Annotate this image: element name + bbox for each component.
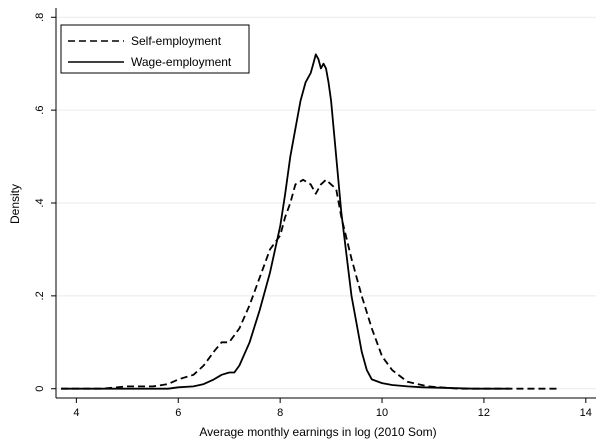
legend-box [60,24,250,74]
x-tick-label: 12 [478,407,490,419]
y-tick-label: .2 [34,291,46,300]
series-lines [61,53,561,390]
tick-marks: 0 .2 .4 .6 .8 4 6 8 10 12 14 [34,13,592,419]
x-axis-label: Average monthly earnings in log (2010 So… [199,425,436,439]
y-tick-label: .4 [34,198,46,207]
y-tick-label: .8 [34,13,46,22]
x-tick-label: 10 [376,407,388,419]
y-tick-label: .6 [34,106,46,115]
legend: Self-employment Wage-employment [60,24,250,74]
y-axis-label: Density [8,184,22,224]
x-tick-label: 8 [277,407,283,419]
x-tick-label: 14 [580,407,592,419]
x-tick-label: 4 [73,407,79,419]
series-line-wage-employment [61,53,510,390]
y-tick-label: 0 [34,386,46,392]
legend-label-wage-employment: Wage-employment [131,55,232,69]
x-tick-label: 6 [175,407,181,419]
series-line-self-employment [61,178,561,390]
legend-label-self-employment: Self-employment [131,34,222,48]
